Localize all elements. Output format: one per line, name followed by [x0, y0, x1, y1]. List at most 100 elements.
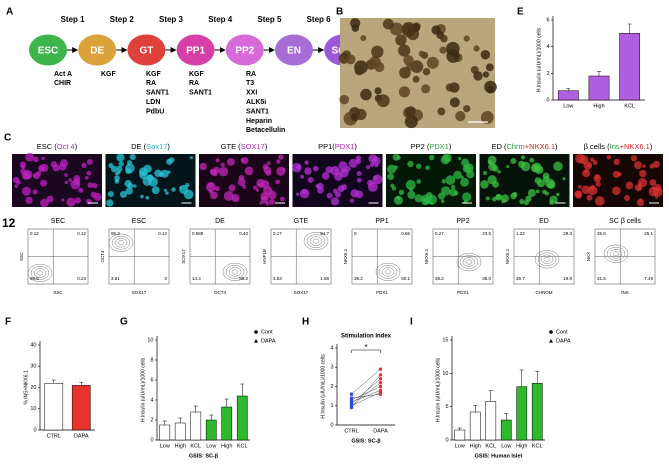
cell-stain [307, 177, 314, 183]
point [378, 390, 383, 394]
cell-stain [396, 155, 401, 160]
flow-xlabel: INS [621, 290, 629, 295]
x-axis-label: GSIS: Human Islet [475, 453, 523, 459]
bar [71, 385, 91, 431]
cell-stain [214, 186, 220, 192]
cell-stain [20, 168, 27, 175]
cell-stain [25, 196, 33, 204]
cell-stain [407, 190, 416, 200]
flow-xlabel: PDX1 [457, 290, 469, 295]
cell-stain [167, 170, 171, 174]
bar [159, 424, 171, 441]
cell-stain [617, 172, 622, 177]
error-bar [162, 420, 167, 425]
y-tick-label: 4 [150, 397, 153, 403]
cell-stain [64, 173, 68, 177]
title-part: ) [265, 142, 268, 151]
error-bar [178, 417, 183, 423]
stage-node [176, 34, 215, 66]
error-bar [535, 371, 540, 384]
cell-stain [160, 169, 169, 178]
y-axis-label: H.Insulin (uIU/mL)/1000 cells [320, 354, 326, 419]
cell-stain [326, 192, 333, 199]
cell-stain [372, 174, 383, 185]
contour [609, 249, 623, 259]
point [378, 373, 383, 377]
contour [231, 269, 239, 275]
cell-stain [652, 160, 660, 168]
organoid [480, 50, 491, 60]
cell-stain [416, 179, 421, 184]
cell-stain [46, 195, 54, 203]
organoid [345, 54, 356, 65]
y-tick-label: 1 [330, 403, 333, 409]
x-tick-label: CTRL [344, 428, 358, 434]
cell-stain [263, 166, 272, 174]
cell-stain [430, 201, 434, 205]
contour [312, 238, 320, 244]
cell-stain [510, 192, 517, 200]
cell-stain [367, 182, 378, 192]
cell-stain [594, 174, 600, 180]
error-bar [224, 398, 229, 407]
y-tick-label: 0 [445, 437, 448, 443]
y-tick-label: 10 [30, 406, 36, 412]
cell-stain [146, 174, 154, 182]
cell-stain [544, 191, 549, 196]
panel-label: H [302, 317, 309, 328]
cell-stain [66, 197, 76, 207]
cell-stain [527, 189, 536, 197]
cell-stain [624, 195, 630, 201]
cell-stain [531, 162, 542, 173]
error-bar [240, 383, 245, 396]
contour [384, 269, 392, 275]
cell-stain [205, 182, 216, 192]
cell-stain [407, 160, 414, 168]
cell-stain [333, 188, 338, 194]
cell-stain [296, 164, 302, 170]
cell-stain [268, 198, 275, 205]
cell-stain [119, 190, 127, 198]
organoid [455, 110, 466, 122]
contour [306, 234, 326, 248]
cell-stain [64, 180, 69, 185]
quadrant-value: 0.12 [158, 231, 167, 236]
organoid [422, 67, 431, 76]
legend-symbol [254, 330, 258, 334]
cell-stain [369, 162, 375, 168]
title-part: DE ( [131, 142, 147, 151]
error-bar [457, 427, 462, 430]
cell-stain [25, 152, 35, 162]
organoid [355, 108, 367, 121]
flow-title: ESC [132, 218, 146, 225]
cell-stain [587, 163, 592, 168]
panel-label: G [120, 317, 128, 328]
flow-xlabel: SOX17 [132, 290, 147, 295]
stage-label: EN [287, 46, 301, 57]
cell-stain [315, 184, 320, 189]
cell-stain [78, 187, 84, 193]
quadrant-value: 0.688 [192, 231, 204, 236]
legend-symbol [254, 339, 258, 343]
bar [531, 383, 543, 441]
legend-symbol [549, 339, 553, 343]
title-part: PP2 ( [411, 142, 430, 151]
cell-stain [441, 179, 446, 184]
cell-stain [106, 199, 114, 207]
cell-stain [356, 170, 362, 177]
cell-stain [393, 195, 403, 205]
bar [469, 411, 481, 441]
organoid [418, 50, 425, 57]
cell-stain [215, 158, 220, 163]
quadrant-value: 0.27 [435, 231, 444, 236]
factor: PdbU [146, 108, 164, 115]
cell-stain [125, 187, 133, 195]
cell-stain [32, 189, 38, 195]
error-bar [627, 23, 632, 34]
contour [117, 240, 125, 246]
title-part: Ins [610, 142, 620, 151]
significance-bracket [351, 349, 381, 353]
contour [111, 235, 131, 250]
organoid [354, 66, 364, 76]
stage-node [225, 34, 264, 66]
